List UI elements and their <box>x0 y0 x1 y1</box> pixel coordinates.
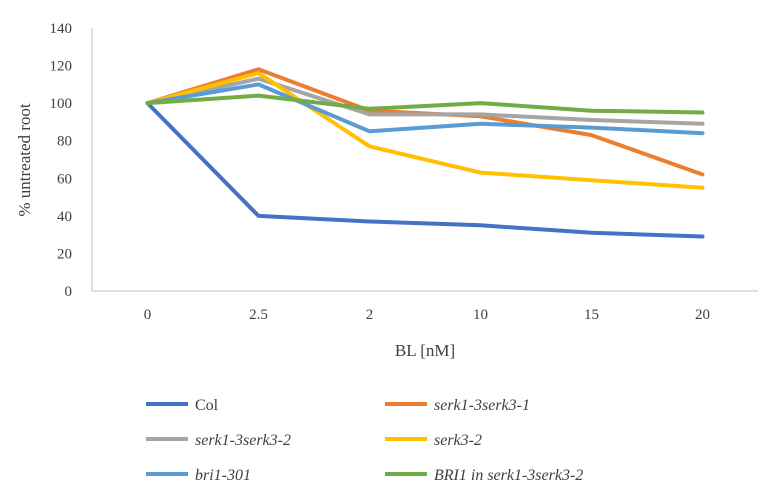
series-lines <box>145 67 705 239</box>
x-tick-label: 2.5 <box>249 307 268 323</box>
x-tick-labels: 0 2.5 2 10 15 20 <box>144 307 710 323</box>
x-tick-label: 0 <box>144 307 152 323</box>
legend-label-serk1-3serk3-1: serk1-3serk3-1 <box>434 397 530 414</box>
series-line-serk1-3serk3-2 <box>145 76 705 126</box>
x-tick-label: 20 <box>695 307 710 323</box>
y-tick-label: 60 <box>57 171 72 187</box>
y-tick-label: 80 <box>57 134 72 150</box>
legend-label-col: Col <box>195 397 219 414</box>
y-axis-title: % untreated root <box>15 103 34 217</box>
y-tick-label: 100 <box>50 96 73 112</box>
y-tick-labels: 0 20 40 60 80 100 120 140 <box>50 21 73 300</box>
series-line-col <box>145 101 705 239</box>
legend-label-bri1-in-serk1-3serk3-2: BRI1 in serk1-3serk3-2 <box>434 467 583 484</box>
x-tick-label: 15 <box>584 307 599 323</box>
x-tick-label: 10 <box>473 307 488 323</box>
legend-label-bri1-301: bri1-301 <box>195 467 251 484</box>
y-tick-label: 120 <box>50 59 73 75</box>
x-axis-title: BL [nM] <box>395 341 455 360</box>
legend-label-serk1-3serk3-2: serk1-3serk3-2 <box>195 432 291 449</box>
y-tick-label: 20 <box>57 246 72 262</box>
x-tick-label: 2 <box>366 307 374 323</box>
axes <box>91 28 758 292</box>
series-line-serk3-2 <box>145 71 705 190</box>
legend-label-serk3-2: serk3-2 <box>434 432 482 449</box>
legend: Col serk1-3serk3-1 serk1-3serk3-2 serk3-2 br… <box>146 397 583 484</box>
y-tick-label: 140 <box>50 21 73 37</box>
series-line-bri1-301 <box>145 82 705 136</box>
y-tick-label: 0 <box>65 284 73 300</box>
y-tick-label: 40 <box>57 209 72 225</box>
series-line-bri1-in-serk1-3serk3-2 <box>145 93 705 115</box>
